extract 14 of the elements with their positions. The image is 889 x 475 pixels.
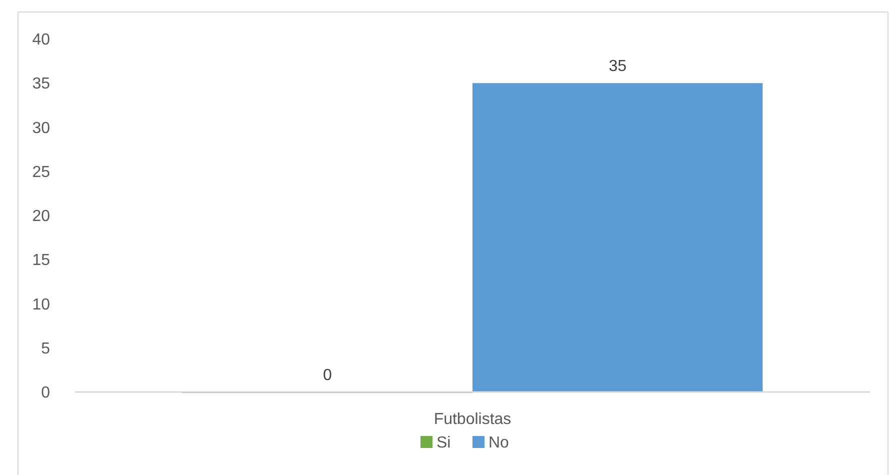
- legend-label: No: [488, 434, 510, 452]
- y-tick-label: 5: [41, 340, 50, 358]
- y-tick-label: 40: [32, 32, 50, 49]
- data-label: 35: [608, 58, 627, 76]
- y-tick-label: 30: [32, 120, 50, 137]
- legend-label: Si: [436, 434, 451, 452]
- y-tick-label: 15: [32, 252, 50, 270]
- y-tick-label: 35: [32, 76, 50, 93]
- x-tick-label: Futbolistas: [434, 411, 512, 428]
- y-tick-label: 20: [32, 208, 50, 226]
- y-tick-label: 25: [32, 164, 50, 181]
- data-label: 0: [322, 367, 332, 384]
- y-tick-label: 10: [32, 296, 50, 314]
- y-tick-label: 0: [41, 384, 50, 402]
